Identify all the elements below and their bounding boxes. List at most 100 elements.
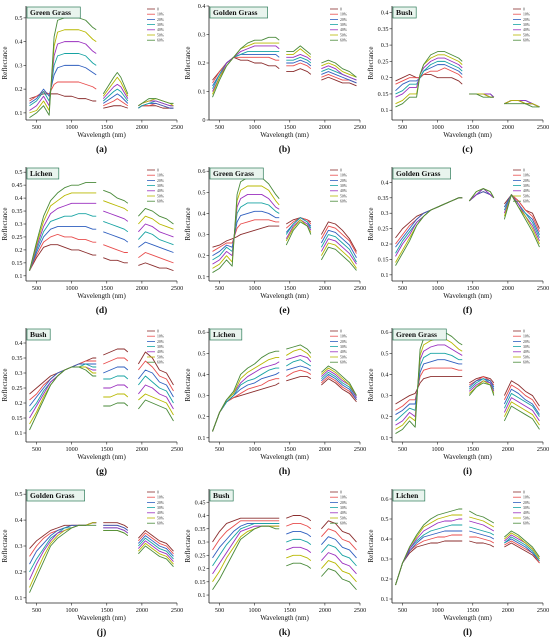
chart-panel: 500 1000 1500 2000 2500 0.1 0.15 0.2 0.25 0.3 0.35… [367, 6, 549, 155]
y-tick-label: 0.3 [198, 393, 206, 400]
y-tick-label: 0.3 [198, 32, 206, 39]
y-tick-label: 0.1 [381, 435, 389, 442]
x-axis-label: Wavelength (nm) [443, 131, 492, 139]
series-line [395, 530, 540, 586]
series-line [212, 56, 357, 84]
x-tick-label: 2500 [171, 124, 183, 131]
panel-title: Bush [30, 330, 47, 339]
y-axis-label: Reflectance [184, 368, 192, 401]
y-axis-label: Reflectance [1, 207, 9, 240]
y-tick-label: 0.3 [381, 556, 389, 563]
chart-panel: 500 1000 1500 2000 2500 0.1 0.15 0.2 0.25 0.3 0.35… [184, 489, 366, 638]
y-tick-label: 0.15 [378, 256, 389, 263]
legend-entry: 60% [340, 361, 348, 365]
series-line [212, 177, 357, 273]
panel-title-box [26, 328, 51, 341]
y-tick-label: 0.4 [381, 371, 389, 378]
panel-label: (b) [279, 144, 291, 155]
x-tick-label: 2500 [354, 607, 366, 614]
series-line [395, 508, 540, 586]
legend-entry: 10% [523, 335, 531, 339]
x-tick-label: 500 [398, 124, 407, 131]
panel-title: Lichen [213, 330, 236, 339]
legend-entry: 40% [157, 189, 165, 193]
series-line [29, 182, 174, 271]
legend-entry: 50% [157, 355, 165, 359]
y-tick-label: 0.1 [15, 110, 23, 117]
x-tick-label: 500 [398, 285, 407, 292]
x-tick-label: 1000 [248, 124, 260, 131]
panel-title-box [209, 489, 234, 502]
x-tick-label: 1000 [431, 607, 443, 614]
chart-panel: 500 1000 1500 2000 2500 0.1 0.2 0.3 0.4 0.5 0.6 Wav… [184, 167, 366, 316]
legend-entry: 40% [340, 28, 348, 32]
y-tick-label: 0.2 [381, 576, 389, 583]
series-line [29, 202, 174, 271]
legend-entry: 20% [157, 340, 165, 344]
y-tick-label: 0.3 [381, 210, 389, 217]
y-tick-label: 0.1 [198, 274, 206, 281]
y-tick-label: 0.35 [378, 26, 389, 33]
x-tick-label: 2500 [537, 124, 549, 131]
series-line [212, 520, 357, 551]
panel-title-box [26, 6, 81, 19]
x-tick-label: 2500 [354, 285, 366, 292]
series-line [395, 51, 540, 108]
legend-entry: 40% [157, 350, 165, 354]
x-tick-label: 2500 [537, 285, 549, 292]
panel-label: (l) [463, 627, 472, 638]
legend-entry: 50% [157, 516, 165, 520]
x-tick-label: 500 [32, 446, 41, 453]
y-tick-label: 0.2 [15, 247, 23, 254]
x-tick-label: 2000 [502, 124, 514, 131]
legend-entry: 40% [523, 511, 531, 515]
y-tick-label: 0.2 [198, 60, 206, 67]
x-tick-label: 1500 [284, 607, 296, 614]
y-tick-label: 0.25 [12, 234, 23, 241]
y-tick-label: 0.15 [12, 415, 23, 422]
y-tick-label: 0.4 [381, 536, 389, 543]
legend-entry: 40% [340, 350, 348, 354]
legend-entry: 30% [157, 345, 165, 349]
x-axis-label: Wavelength (nm) [443, 614, 492, 622]
series-line [212, 193, 357, 265]
legend-entry: 50% [523, 355, 531, 359]
x-tick-label: 2000 [319, 285, 331, 292]
series-line [29, 366, 174, 419]
x-axis-label: Wavelength (nm) [77, 453, 126, 461]
panel-label: (e) [279, 305, 290, 316]
y-tick-label: 0.1 [381, 596, 389, 603]
legend-entry: 10% [340, 174, 348, 178]
x-tick-label: 1500 [467, 285, 479, 292]
panel-label: (g) [96, 466, 107, 477]
panel-title: Golden Grass [30, 491, 75, 500]
x-tick-label: 1000 [65, 285, 77, 292]
series-line [212, 185, 357, 269]
x-tick-label: 500 [215, 124, 224, 131]
chart-panel: 500 1000 1500 2000 2500 0.1 0.15 0.2 0.25 0.3 0.35… [367, 167, 549, 316]
y-axis-label: Reflectance [367, 46, 375, 79]
y-tick-label: 0.2 [198, 566, 206, 573]
series-line [212, 36, 357, 98]
legend-entry: 30% [157, 184, 165, 188]
x-tick-label: 1000 [65, 124, 77, 131]
panel-title-box [26, 167, 60, 180]
series-line [212, 344, 357, 432]
legend-entry: 20% [157, 501, 165, 505]
y-tick-label: 0.4 [15, 195, 23, 202]
series-line [212, 523, 357, 567]
series-line [29, 226, 174, 271]
panel-title-box [209, 328, 243, 341]
x-tick-label: 2500 [354, 124, 366, 131]
x-tick-label: 2000 [502, 446, 514, 453]
panel-title-box [392, 6, 417, 19]
y-axis-label: Reflectance [184, 46, 192, 79]
y-tick-label: 0.35 [12, 208, 23, 215]
panel-title: Lichen [30, 169, 53, 178]
legend-entry: 60% [340, 39, 348, 43]
panel-title: Lichen [396, 491, 419, 500]
x-axis-label: Wavelength (nm) [260, 292, 309, 300]
x-axis-label: Wavelength (nm) [443, 453, 492, 461]
legend-entry: 10% [340, 496, 348, 500]
y-tick-label: 0.3 [198, 539, 206, 546]
